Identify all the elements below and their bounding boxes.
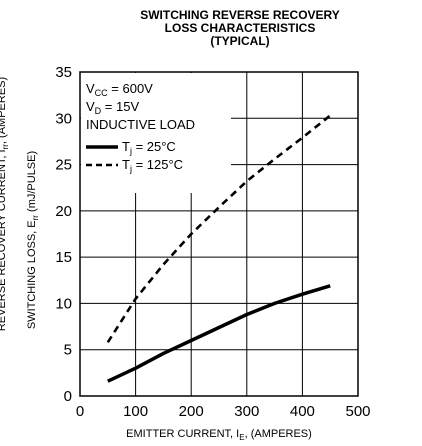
- series-layer: [106, 114, 332, 383]
- y-axis-title: SWITCHING LOSS, Err (mJ/PULSE): [26, 151, 40, 329]
- condition-text: VCC = 600V: [86, 81, 153, 98]
- legend-label-2: Tj = 125°C: [122, 157, 183, 174]
- y-axis-label: SWITCHING LOSS, Err (mJ/PULSE): [26, 151, 40, 329]
- x-axis-label: EMITTER CURRENT, IE, (AMPERES): [126, 428, 312, 442]
- secondary-y-axis-title: REVERSE RECOVERY CURRENT, Irr, (AMPERES): [0, 77, 10, 331]
- y-tick-label: 35: [55, 64, 72, 81]
- y-tick-label: 15: [55, 249, 72, 266]
- secondary-y-axis-label: REVERSE RECOVERY CURRENT, Irr, (AMPERES): [0, 77, 10, 331]
- chart-title-line: SWITCHING REVERSE RECOVERY: [140, 8, 340, 22]
- y-tick-label: 20: [55, 203, 72, 220]
- condition-text: VD = 15V: [86, 99, 139, 116]
- series-line-2: [106, 114, 332, 344]
- x-tick-label: 400: [290, 403, 315, 420]
- plot-area: 0 100 200 300 400 500 0 5 10 15 20 25 30 35: [55, 64, 370, 420]
- x-axis-title: EMITTER CURRENT, IE, (AMPERES): [126, 428, 312, 442]
- legend-background: [81, 73, 231, 193]
- condition-text: INDUCTIVE LOAD: [86, 117, 195, 132]
- plot-border: [79, 71, 359, 397]
- x-tick-label: 200: [179, 403, 204, 420]
- chart-title-line: LOSS CHARACTERISTICS: [165, 21, 316, 35]
- y-tick-label: 0: [64, 388, 72, 405]
- series-line-1: [107, 284, 331, 383]
- x-tick-label: 300: [234, 403, 259, 420]
- x-tick-label: 500: [345, 403, 370, 420]
- chart-title-line: (TYPICAL): [210, 34, 269, 48]
- y-tick-label: 30: [55, 110, 72, 127]
- y-tick-label: 10: [55, 295, 72, 312]
- x-tick-label: 100: [123, 403, 148, 420]
- y-tick-label: 25: [55, 157, 72, 174]
- x-tick-label: 0: [76, 403, 84, 420]
- legend-label-1: Tj = 25°C: [122, 139, 176, 156]
- y-tick-label: 5: [64, 342, 72, 359]
